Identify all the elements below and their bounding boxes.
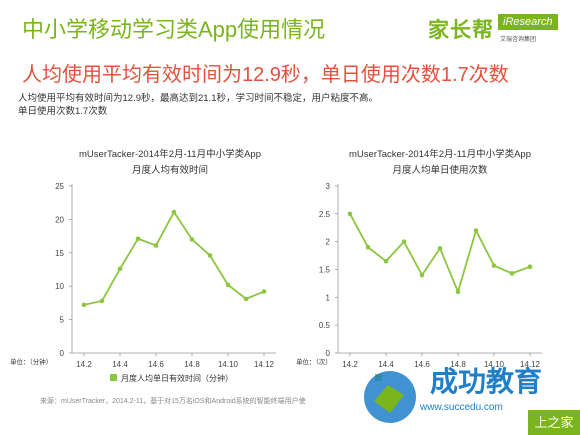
chart2-data-point: [509, 271, 515, 276]
description-line-2: 单日使用次数1.7次数: [18, 106, 108, 117]
chart2-x-tick-label: 14.12: [520, 360, 541, 369]
chart1-y-tick-label: 25: [55, 182, 64, 191]
chart2-y-tick-label: 2: [326, 238, 331, 247]
watermark-emblem: [364, 371, 416, 423]
chart1-legend-label: 月度人均单日有效时间（分钟）: [121, 373, 233, 383]
chart1-data-point: [171, 209, 177, 215]
chart2-title-line2: 月度人均单日使用次数: [392, 164, 488, 176]
chart-daily-usage-count: mUserTacker-2014年2月-11月中小学类App 月度人均单日使用次…: [296, 148, 542, 381]
chart2-data-point: [383, 258, 389, 264]
chart1-data-point: [81, 302, 87, 308]
chart2-data-point: [473, 228, 479, 233]
chart2-y-tick-label: 1: [326, 293, 331, 302]
chart1-x-tick-label: 14.12: [254, 360, 275, 369]
chart2-series-line: [349, 213, 531, 295]
chart1-unit-label: 单位：（分钟）: [10, 357, 52, 366]
description: 人均使用平均有效时间为12.9秒，最高达到21.1秒，学习时间不稳定，用户粘度不…: [18, 92, 378, 118]
chart2-x-tick-label: 14.10: [484, 360, 505, 369]
chart2-title-line1: mUserTacker-2014年2月-11月中小学类App: [349, 148, 531, 160]
chart1-data-point: [135, 236, 141, 242]
chart1-x-tick-label: 14.8: [184, 360, 200, 369]
chart1-x-tick-label: 14.2: [76, 360, 92, 369]
chart2-x-tick-label: 14.4: [378, 360, 394, 369]
watermark-url: www.succedu.com: [420, 402, 503, 413]
chart1-y-tick-label: 5: [60, 316, 65, 325]
chart1-y-tick-label: 15: [55, 249, 64, 258]
page-subtitle: 人均使用平均有效时间为12.9秒，单日使用次数1.7次数: [22, 64, 509, 86]
watermark-corner: 上之家: [528, 410, 580, 435]
chart2-y-tick-label: 1.5: [319, 266, 331, 275]
chart1-title-line1: mUserTacker-2014年2月-11月中小学类App: [79, 148, 261, 160]
chart1-data-point: [261, 289, 267, 294]
chart2-unit-label: 单位：（次）: [296, 357, 332, 366]
chart2-data-point: [347, 211, 353, 217]
iresearch-logo: iResearch: [498, 14, 558, 30]
chart2-x-tick-label: 14.2: [342, 360, 358, 369]
watermark-text: 成功教育: [430, 366, 543, 397]
chart1-y-tick-label: 10: [55, 282, 64, 291]
chart2-data-point: [401, 239, 407, 244]
chart-avg-effective-time: mUserTacker-2014年2月-11月中小学类App 月度人均有效时间 …: [10, 148, 276, 383]
chart1-data-point: [189, 237, 195, 242]
chart2-data-point: [365, 244, 371, 250]
chart2-data-point: [437, 246, 443, 251]
chart1-title-line2: 月度人均有效时间: [132, 164, 208, 176]
chart1-x-tick-label: 14.6: [148, 360, 164, 369]
chart1-series-line: [83, 210, 265, 306]
chart1-y-tick-label: 0: [60, 349, 65, 358]
iresearch-logo-subtitle: 艾瑞咨询集团: [500, 37, 537, 43]
chart1-data-point: [243, 296, 249, 302]
chart1-data-point: [225, 282, 231, 288]
chart2-y-tick-label: 2.5: [319, 210, 331, 219]
chart2-data-point: [419, 272, 425, 278]
chart1-y-tick-label: 20: [55, 215, 64, 224]
jiazhangbang-logo: 家长帮: [428, 19, 494, 42]
chart1-x-tick-label: 14.10: [218, 360, 239, 369]
chart2-data-point: [455, 289, 461, 295]
chart2-y-tick-label: 0: [326, 349, 331, 358]
chart1-legend-swatch: [110, 374, 117, 381]
chart2-data-point: [527, 264, 533, 270]
chart1-x-tick-label: 14.4: [112, 360, 128, 369]
chart1-data-point: [207, 253, 213, 258]
chart2-y-tick-label: 0.5: [319, 321, 331, 330]
chart1-data-point: [117, 266, 123, 272]
chart2-x-tick-label: 14.8: [450, 360, 466, 369]
page-title: 中小学移动学习类App使用情况: [22, 17, 326, 42]
source-note: 来源：mUserTracker，2014.2-11，基于对15万名iOS和And…: [40, 398, 306, 405]
chart2-y-tick-label: 3: [326, 182, 331, 191]
chart2-data-point: [491, 263, 497, 268]
chart1-data-point: [99, 298, 105, 304]
chart1-data-point: [153, 243, 159, 248]
description-line-1: 人均使用平均有效时间为12.9秒，最高达到21.1秒，学习时间不稳定，用户粘度不…: [18, 93, 378, 104]
chart2-x-tick-label: 14.6: [414, 360, 430, 369]
